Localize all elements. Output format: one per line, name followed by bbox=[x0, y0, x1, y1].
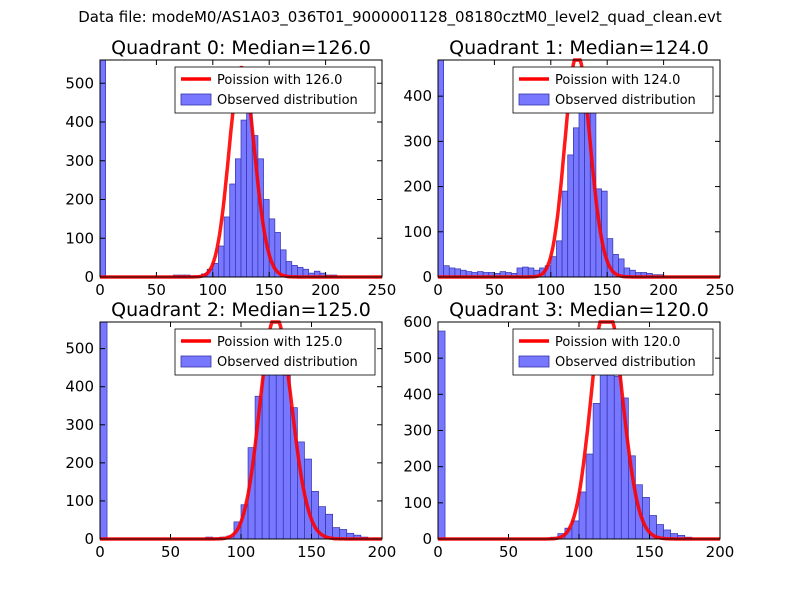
quadrant-0-chart: 0 50 100 150 200 250 0 100 200 300 400 500 Quadrant … bbox=[65, 37, 396, 299]
panel-title: Quadrant 1: Median=124.0 bbox=[449, 37, 709, 59]
x-tick-label: 100 bbox=[227, 543, 256, 561]
histogram-bar bbox=[325, 513, 334, 540]
histogram-bar bbox=[99, 59, 106, 278]
y-tick-label: 100 bbox=[403, 223, 432, 241]
histogram-bar bbox=[561, 190, 569, 278]
x-tick-label: 50 bbox=[147, 281, 166, 299]
y-tick-label: 200 bbox=[65, 191, 94, 209]
x-tick-label: 100 bbox=[536, 281, 565, 299]
histogram-bar bbox=[613, 375, 622, 540]
x-tick-label: 0 bbox=[95, 543, 105, 561]
histogram-bar bbox=[585, 453, 594, 540]
y-tick-label: 300 bbox=[65, 416, 94, 434]
legend-observed-label: Observed distribution bbox=[555, 355, 696, 370]
histogram-bar bbox=[261, 365, 270, 540]
y-tick-label: 0 bbox=[84, 530, 94, 548]
x-tick-label: 200 bbox=[311, 281, 340, 299]
histogram-bar bbox=[556, 240, 563, 278]
y-tick-label: 200 bbox=[65, 454, 94, 472]
y-tick-label: 500 bbox=[65, 340, 94, 358]
legend-bar-swatch bbox=[180, 355, 212, 368]
x-tick-label: 250 bbox=[706, 281, 735, 299]
panel-title: Quadrant 2: Median=125.0 bbox=[111, 299, 371, 321]
x-tick-label: 50 bbox=[485, 281, 504, 299]
y-tick-label: 100 bbox=[65, 492, 94, 510]
x-tick-label: 50 bbox=[161, 543, 180, 561]
x-tick-label: 50 bbox=[499, 543, 518, 561]
x-tick-label: 150 bbox=[593, 281, 622, 299]
histogram-bar bbox=[218, 245, 225, 278]
histogram-bar bbox=[99, 321, 108, 540]
histogram-bar bbox=[592, 403, 601, 540]
y-tick-label: 0 bbox=[422, 268, 432, 286]
x-tick-label: 200 bbox=[706, 543, 735, 561]
legend-observed-label: Observed distribution bbox=[217, 355, 358, 370]
x-tick-label: 0 bbox=[433, 281, 443, 299]
x-tick-label: 200 bbox=[649, 281, 678, 299]
histogram-bar bbox=[599, 368, 608, 540]
legend: Poission with 124.0 Observed distribution bbox=[512, 66, 714, 114]
legend-poisson-label: Poission with 126.0 bbox=[217, 73, 342, 88]
y-tick-label: 500 bbox=[403, 349, 432, 367]
histogram-bar bbox=[578, 107, 585, 278]
histogram-bar bbox=[282, 374, 291, 540]
x-tick-label: 100 bbox=[198, 281, 227, 299]
histogram-bar bbox=[240, 119, 247, 278]
quadrant-2-chart: 0 50 100 150 200 0 100 200 300 400 500 Quadrant 2: … bbox=[65, 299, 396, 561]
y-tick-label: 0 bbox=[422, 530, 432, 548]
axes-frame bbox=[437, 59, 721, 278]
y-tick-label: 400 bbox=[403, 87, 432, 105]
y-tick-label: 200 bbox=[403, 458, 432, 476]
histogram-bar bbox=[268, 371, 277, 540]
y-tick-label: 100 bbox=[65, 229, 94, 247]
y-tick-label: 100 bbox=[403, 494, 432, 512]
histogram-bar bbox=[573, 127, 580, 278]
legend-poisson-label: Poission with 125.0 bbox=[217, 335, 342, 350]
panel-title: Quadrant 0: Median=126.0 bbox=[111, 37, 371, 59]
histogram-bar bbox=[229, 183, 236, 278]
y-tick-label: 300 bbox=[403, 132, 432, 150]
legend: Poission with 125.0 Observed distribution bbox=[174, 328, 376, 376]
legend-observed-label: Observed distribution bbox=[555, 93, 696, 108]
histogram-bar bbox=[567, 154, 574, 278]
legend-poisson-label: Poission with 124.0 bbox=[555, 73, 680, 88]
y-tick-label: 600 bbox=[403, 313, 432, 331]
histogram-bar bbox=[235, 158, 242, 278]
y-tick-label: 200 bbox=[403, 178, 432, 196]
x-tick-label: 0 bbox=[433, 543, 443, 561]
histogram-bar bbox=[223, 216, 231, 278]
x-tick-label: 150 bbox=[255, 281, 284, 299]
x-tick-label: 150 bbox=[635, 543, 664, 561]
x-tick-label: 200 bbox=[368, 543, 397, 561]
histogram-bar bbox=[437, 330, 446, 540]
y-tick-label: 0 bbox=[84, 268, 94, 286]
histogram-bar bbox=[578, 491, 587, 540]
x-tick-label: 250 bbox=[368, 281, 397, 299]
quadrant-3-chart: 0 50 100 150 200 0 100 200 300 400 500 600 Quadrant … bbox=[403, 299, 734, 561]
y-tick-label: 500 bbox=[65, 74, 94, 92]
figure-title: Data file: modeM0/AS1A03_036T01_90000011… bbox=[78, 8, 722, 26]
legend-observed-label: Observed distribution bbox=[217, 93, 358, 108]
y-tick-label: 400 bbox=[403, 385, 432, 403]
axes-frame bbox=[99, 59, 383, 278]
legend: Poission with 126.0 Observed distribution bbox=[174, 66, 376, 114]
x-tick-label: 0 bbox=[95, 281, 105, 299]
y-tick-label: 400 bbox=[65, 378, 94, 396]
legend-bar-swatch bbox=[180, 93, 212, 106]
quadrant-1-chart: 0 50 100 150 200 250 0 100 200 300 400 Quadrant 1: … bbox=[403, 37, 734, 299]
x-tick-label: 100 bbox=[565, 543, 594, 561]
legend-poisson-label: Poission with 120.0 bbox=[555, 335, 680, 350]
legend-bar-swatch bbox=[518, 93, 550, 106]
legend-bar-swatch bbox=[518, 355, 550, 368]
y-tick-label: 300 bbox=[65, 152, 94, 170]
y-tick-label: 300 bbox=[403, 422, 432, 440]
legend: Poission with 120.0 Observed distribution bbox=[512, 328, 714, 376]
y-tick-label: 400 bbox=[65, 113, 94, 131]
x-tick-label: 150 bbox=[297, 543, 326, 561]
histogram-bar bbox=[437, 59, 444, 278]
panel-title: Quadrant 3: Median=120.0 bbox=[449, 299, 709, 321]
